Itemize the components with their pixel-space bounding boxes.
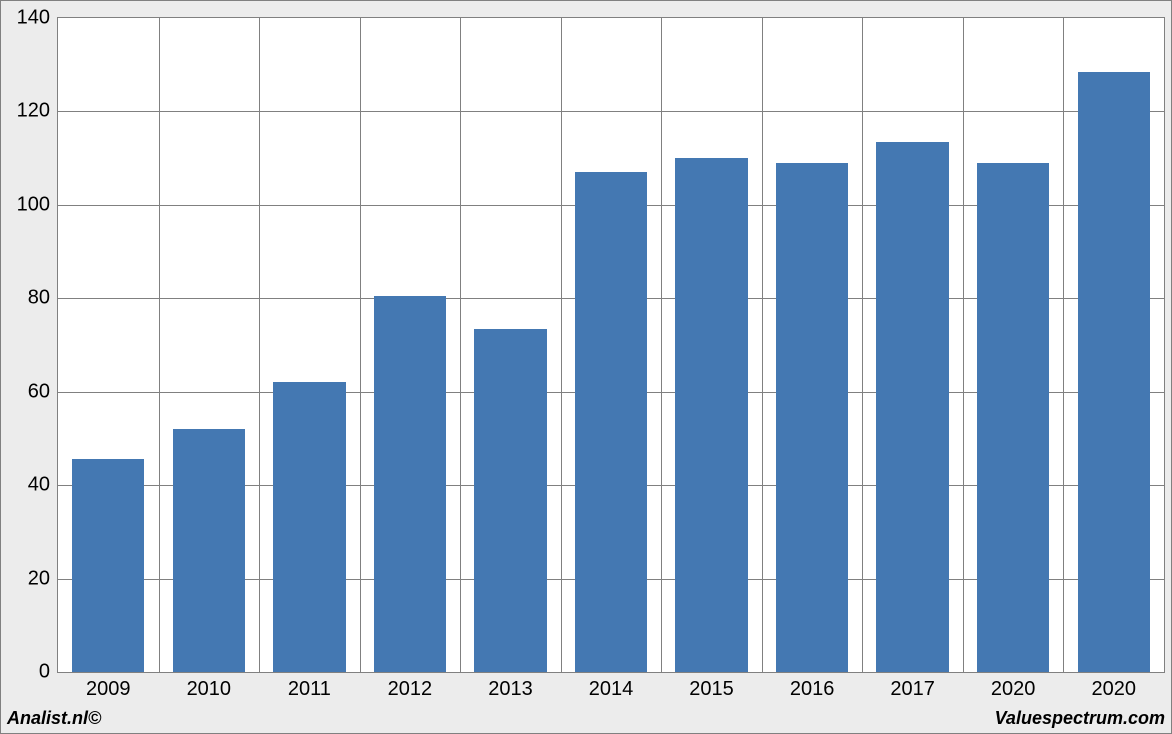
gridline-horizontal [58, 111, 1164, 112]
gridline-vertical [259, 18, 260, 672]
x-axis-label: 2014 [589, 672, 634, 701]
gridline-vertical [661, 18, 662, 672]
chart-container: 0 20 40 60 80 100 120 140 2009 2010 2011 2012 2013 20… [0, 0, 1172, 734]
y-axis-label: 120 [17, 100, 58, 123]
x-axis-label: 2016 [790, 672, 835, 701]
gridline-vertical [561, 18, 562, 672]
y-axis-label: 140 [17, 7, 58, 30]
gridline-vertical [963, 18, 964, 672]
x-axis-label: 2011 [288, 672, 331, 701]
chart-frame: 0 20 40 60 80 100 120 140 2009 2010 2011 2012 2013 20… [5, 5, 1169, 705]
footer-right-credit: Valuespectrum.com [995, 708, 1165, 729]
x-axis-label: 2017 [890, 672, 935, 701]
bar [1078, 72, 1150, 672]
bar [474, 329, 546, 672]
gridline-vertical [360, 18, 361, 672]
bar [977, 163, 1049, 672]
x-axis-label: 2020 [991, 672, 1036, 701]
x-axis-label: 2015 [689, 672, 734, 701]
gridline-vertical [1063, 18, 1064, 672]
x-axis-label: 2009 [86, 672, 131, 701]
footer-left-credit: Analist.nl© [7, 708, 101, 729]
y-axis-label: 0 [39, 661, 58, 684]
gridline-vertical [460, 18, 461, 672]
gridline-vertical [862, 18, 863, 672]
x-axis-label: 2010 [187, 672, 232, 701]
y-axis-label: 80 [28, 287, 58, 310]
bar [173, 429, 245, 672]
plot-area: 0204060801001201402009201020112012201320… [57, 17, 1165, 673]
x-axis-label: 2012 [388, 672, 433, 701]
bar [675, 158, 747, 672]
y-axis-label: 100 [17, 193, 58, 216]
y-axis-label: 20 [28, 567, 58, 590]
x-axis-label: 2013 [488, 672, 533, 701]
x-axis-label: 2020 [1091, 672, 1136, 701]
bar [72, 459, 144, 672]
bar [273, 382, 345, 672]
gridline-vertical [159, 18, 160, 672]
bar [776, 163, 848, 672]
gridline-vertical [762, 18, 763, 672]
bar [876, 142, 948, 672]
y-axis-label: 60 [28, 380, 58, 403]
bar [575, 172, 647, 672]
bar [374, 296, 446, 672]
y-axis-label: 40 [28, 474, 58, 497]
